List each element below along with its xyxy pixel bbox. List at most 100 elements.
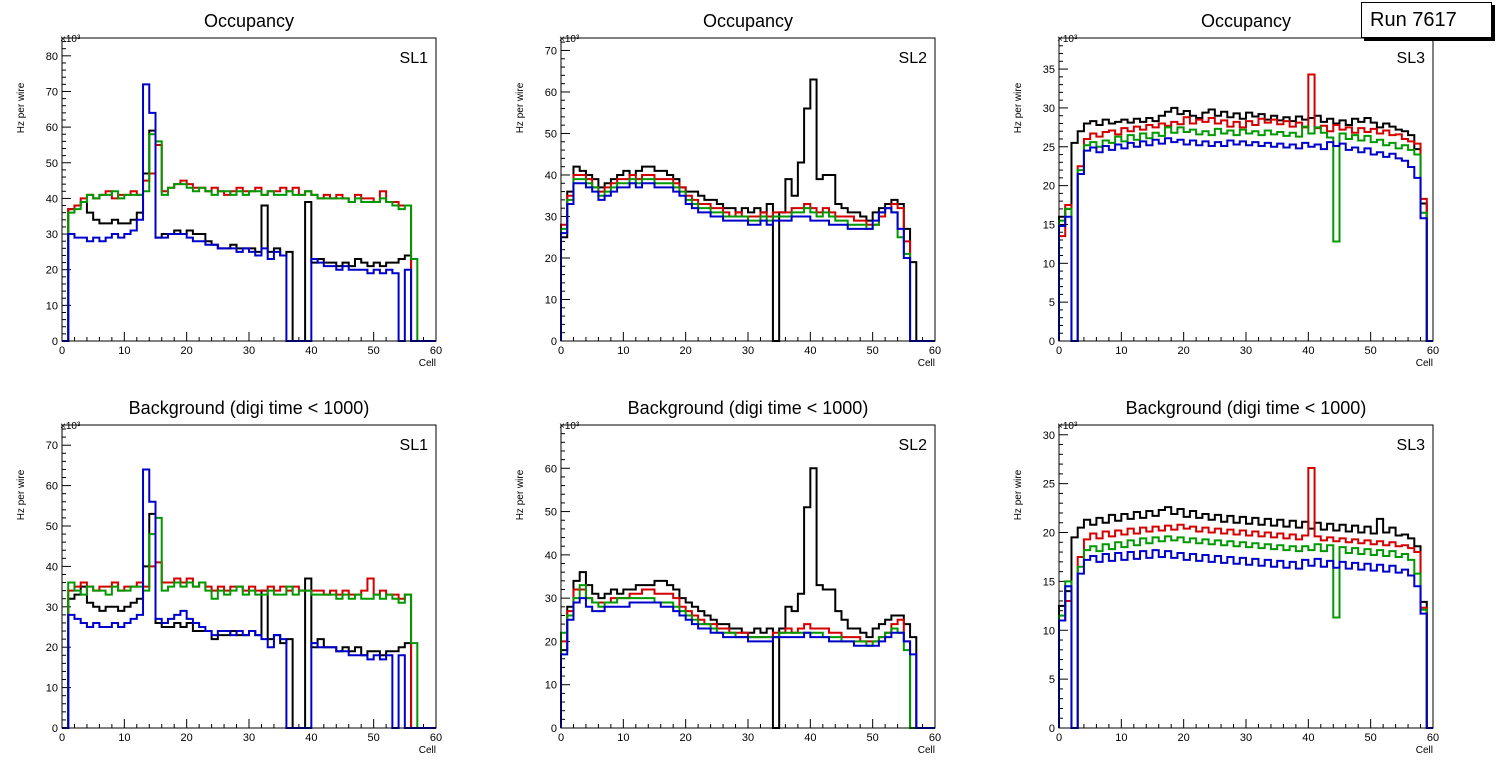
x-tick-label: 0 bbox=[1056, 732, 1062, 744]
x-tick-label: 40 bbox=[1302, 345, 1314, 357]
x-tick-label: 60 bbox=[929, 732, 941, 744]
x-tick-label: 30 bbox=[742, 732, 754, 744]
x-tick-label: 40 bbox=[305, 345, 317, 357]
chart-panel-2: Occupancy 0 10 20 30 40 50 60 0 10 20 30 40 50 60 70×10… bbox=[515, 11, 941, 369]
series-blue bbox=[62, 83, 436, 342]
series-black bbox=[62, 512, 436, 729]
plot-frame bbox=[560, 37, 936, 342]
y-axis-title: Hz per wire bbox=[1013, 469, 1024, 520]
y-tick-label: 20 bbox=[1043, 528, 1055, 540]
series-black bbox=[1058, 106, 1433, 342]
y-tick-label: 0 bbox=[52, 723, 58, 735]
chart-panel-1: Occupancy 0 10 20 30 40 50 60 0 10 20 30 40 50 60 70 80×… bbox=[16, 11, 442, 369]
chart-panel-3: Occupancy 0 10 20 30 40 50 60 0 5 10 15 20 25 30 35 ×10³… bbox=[1013, 11, 1439, 369]
x-tick-label: 30 bbox=[243, 345, 255, 357]
y-tick-label: 0 bbox=[52, 336, 58, 348]
x-tick-label: 50 bbox=[867, 732, 879, 744]
series-red bbox=[62, 143, 436, 342]
x-tick-label: 60 bbox=[1427, 732, 1439, 744]
x-tick-label: 20 bbox=[1178, 345, 1190, 357]
series-blue bbox=[62, 468, 436, 729]
y-axis-title: Hz per wire bbox=[16, 469, 27, 520]
series-red bbox=[1058, 73, 1433, 342]
x-tick-label: 60 bbox=[929, 345, 941, 357]
superlayer-label: SL3 bbox=[1397, 437, 1426, 454]
x-tick-label: 30 bbox=[1240, 732, 1252, 744]
superlayer-label: SL2 bbox=[899, 437, 928, 454]
x-tick-label: 50 bbox=[368, 345, 380, 357]
y-exponent-label: ×10³ bbox=[60, 421, 81, 432]
series-green bbox=[62, 133, 436, 342]
y-tick-label: 25 bbox=[1043, 142, 1055, 154]
y-tick-label: 70 bbox=[46, 86, 58, 98]
x-tick-label: 0 bbox=[59, 345, 65, 357]
x-tick-label: 60 bbox=[430, 345, 442, 357]
x-axis-title: Cell bbox=[918, 358, 935, 369]
x-tick-label: 40 bbox=[305, 732, 317, 744]
y-tick-label: 25 bbox=[1043, 479, 1055, 491]
x-tick-label: 20 bbox=[680, 732, 692, 744]
y-tick-label: 20 bbox=[46, 642, 58, 654]
chart-title: Background (digi time < 1000) bbox=[628, 398, 869, 418]
x-tick-label: 40 bbox=[804, 345, 816, 357]
x-tick-label: 0 bbox=[1056, 345, 1062, 357]
superlayer-label: SL1 bbox=[400, 437, 429, 454]
y-axis-title: Hz per wire bbox=[515, 82, 526, 133]
x-tick-label: 0 bbox=[558, 732, 564, 744]
y-tick-label: 80 bbox=[46, 51, 58, 63]
series-green bbox=[1058, 125, 1433, 342]
y-tick-label: 10 bbox=[1043, 258, 1055, 270]
plot-frame bbox=[61, 37, 437, 342]
y-tick-label: 10 bbox=[46, 683, 58, 695]
series-green bbox=[560, 178, 935, 342]
x-tick-label: 20 bbox=[181, 732, 193, 744]
y-tick-label: 60 bbox=[46, 481, 58, 493]
y-tick-label: 50 bbox=[545, 507, 557, 519]
x-tick-label: 40 bbox=[804, 732, 816, 744]
y-exponent-label: ×10³ bbox=[1057, 421, 1078, 432]
x-axis-title: Cell bbox=[419, 358, 436, 369]
x-tick-label: 10 bbox=[617, 732, 629, 744]
series-blue bbox=[1058, 549, 1433, 729]
x-tick-label: 40 bbox=[1302, 732, 1314, 744]
y-tick-label: 30 bbox=[545, 593, 557, 605]
chart-title: Occupancy bbox=[1201, 11, 1291, 31]
y-tick-label: 30 bbox=[46, 229, 58, 241]
x-tick-label: 10 bbox=[617, 345, 629, 357]
series-blue bbox=[560, 597, 935, 729]
y-axis-title: Hz per wire bbox=[16, 82, 27, 133]
y-tick-label: 70 bbox=[545, 45, 557, 57]
series-green bbox=[62, 516, 436, 729]
y-tick-label: 0 bbox=[1049, 723, 1055, 735]
x-axis-title: Cell bbox=[1416, 745, 1433, 756]
y-exponent-label: ×10³ bbox=[559, 34, 580, 45]
x-tick-label: 20 bbox=[181, 345, 193, 357]
y-tick-label: 50 bbox=[46, 158, 58, 170]
x-tick-label: 30 bbox=[1240, 345, 1252, 357]
y-tick-label: 20 bbox=[545, 636, 557, 648]
x-tick-label: 20 bbox=[680, 345, 692, 357]
x-tick-label: 60 bbox=[430, 732, 442, 744]
x-tick-label: 0 bbox=[558, 345, 564, 357]
y-tick-label: 50 bbox=[545, 128, 557, 140]
plot-frame bbox=[560, 424, 936, 729]
x-axis-title: Cell bbox=[419, 745, 436, 756]
chart-panel-6: Background (digi time < 1000)0 10 20 30 40 50… bbox=[1013, 398, 1439, 756]
x-tick-label: 50 bbox=[867, 345, 879, 357]
series-blue bbox=[560, 182, 935, 342]
series-red bbox=[1058, 467, 1433, 729]
y-tick-label: 30 bbox=[46, 602, 58, 614]
plot-frame bbox=[61, 424, 437, 729]
y-tick-label: 10 bbox=[46, 300, 58, 312]
x-tick-label: 10 bbox=[1115, 345, 1127, 357]
x-tick-label: 20 bbox=[1178, 732, 1190, 744]
superlayer-label: SL1 bbox=[400, 50, 429, 67]
x-tick-label: 30 bbox=[243, 732, 255, 744]
superlayer-label: SL2 bbox=[899, 50, 928, 67]
x-tick-label: 50 bbox=[368, 732, 380, 744]
y-tick-label: 15 bbox=[1043, 576, 1055, 588]
x-tick-label: 10 bbox=[118, 345, 130, 357]
y-tick-label: 60 bbox=[545, 463, 557, 475]
chart-title: Background (digi time < 1000) bbox=[129, 398, 370, 418]
